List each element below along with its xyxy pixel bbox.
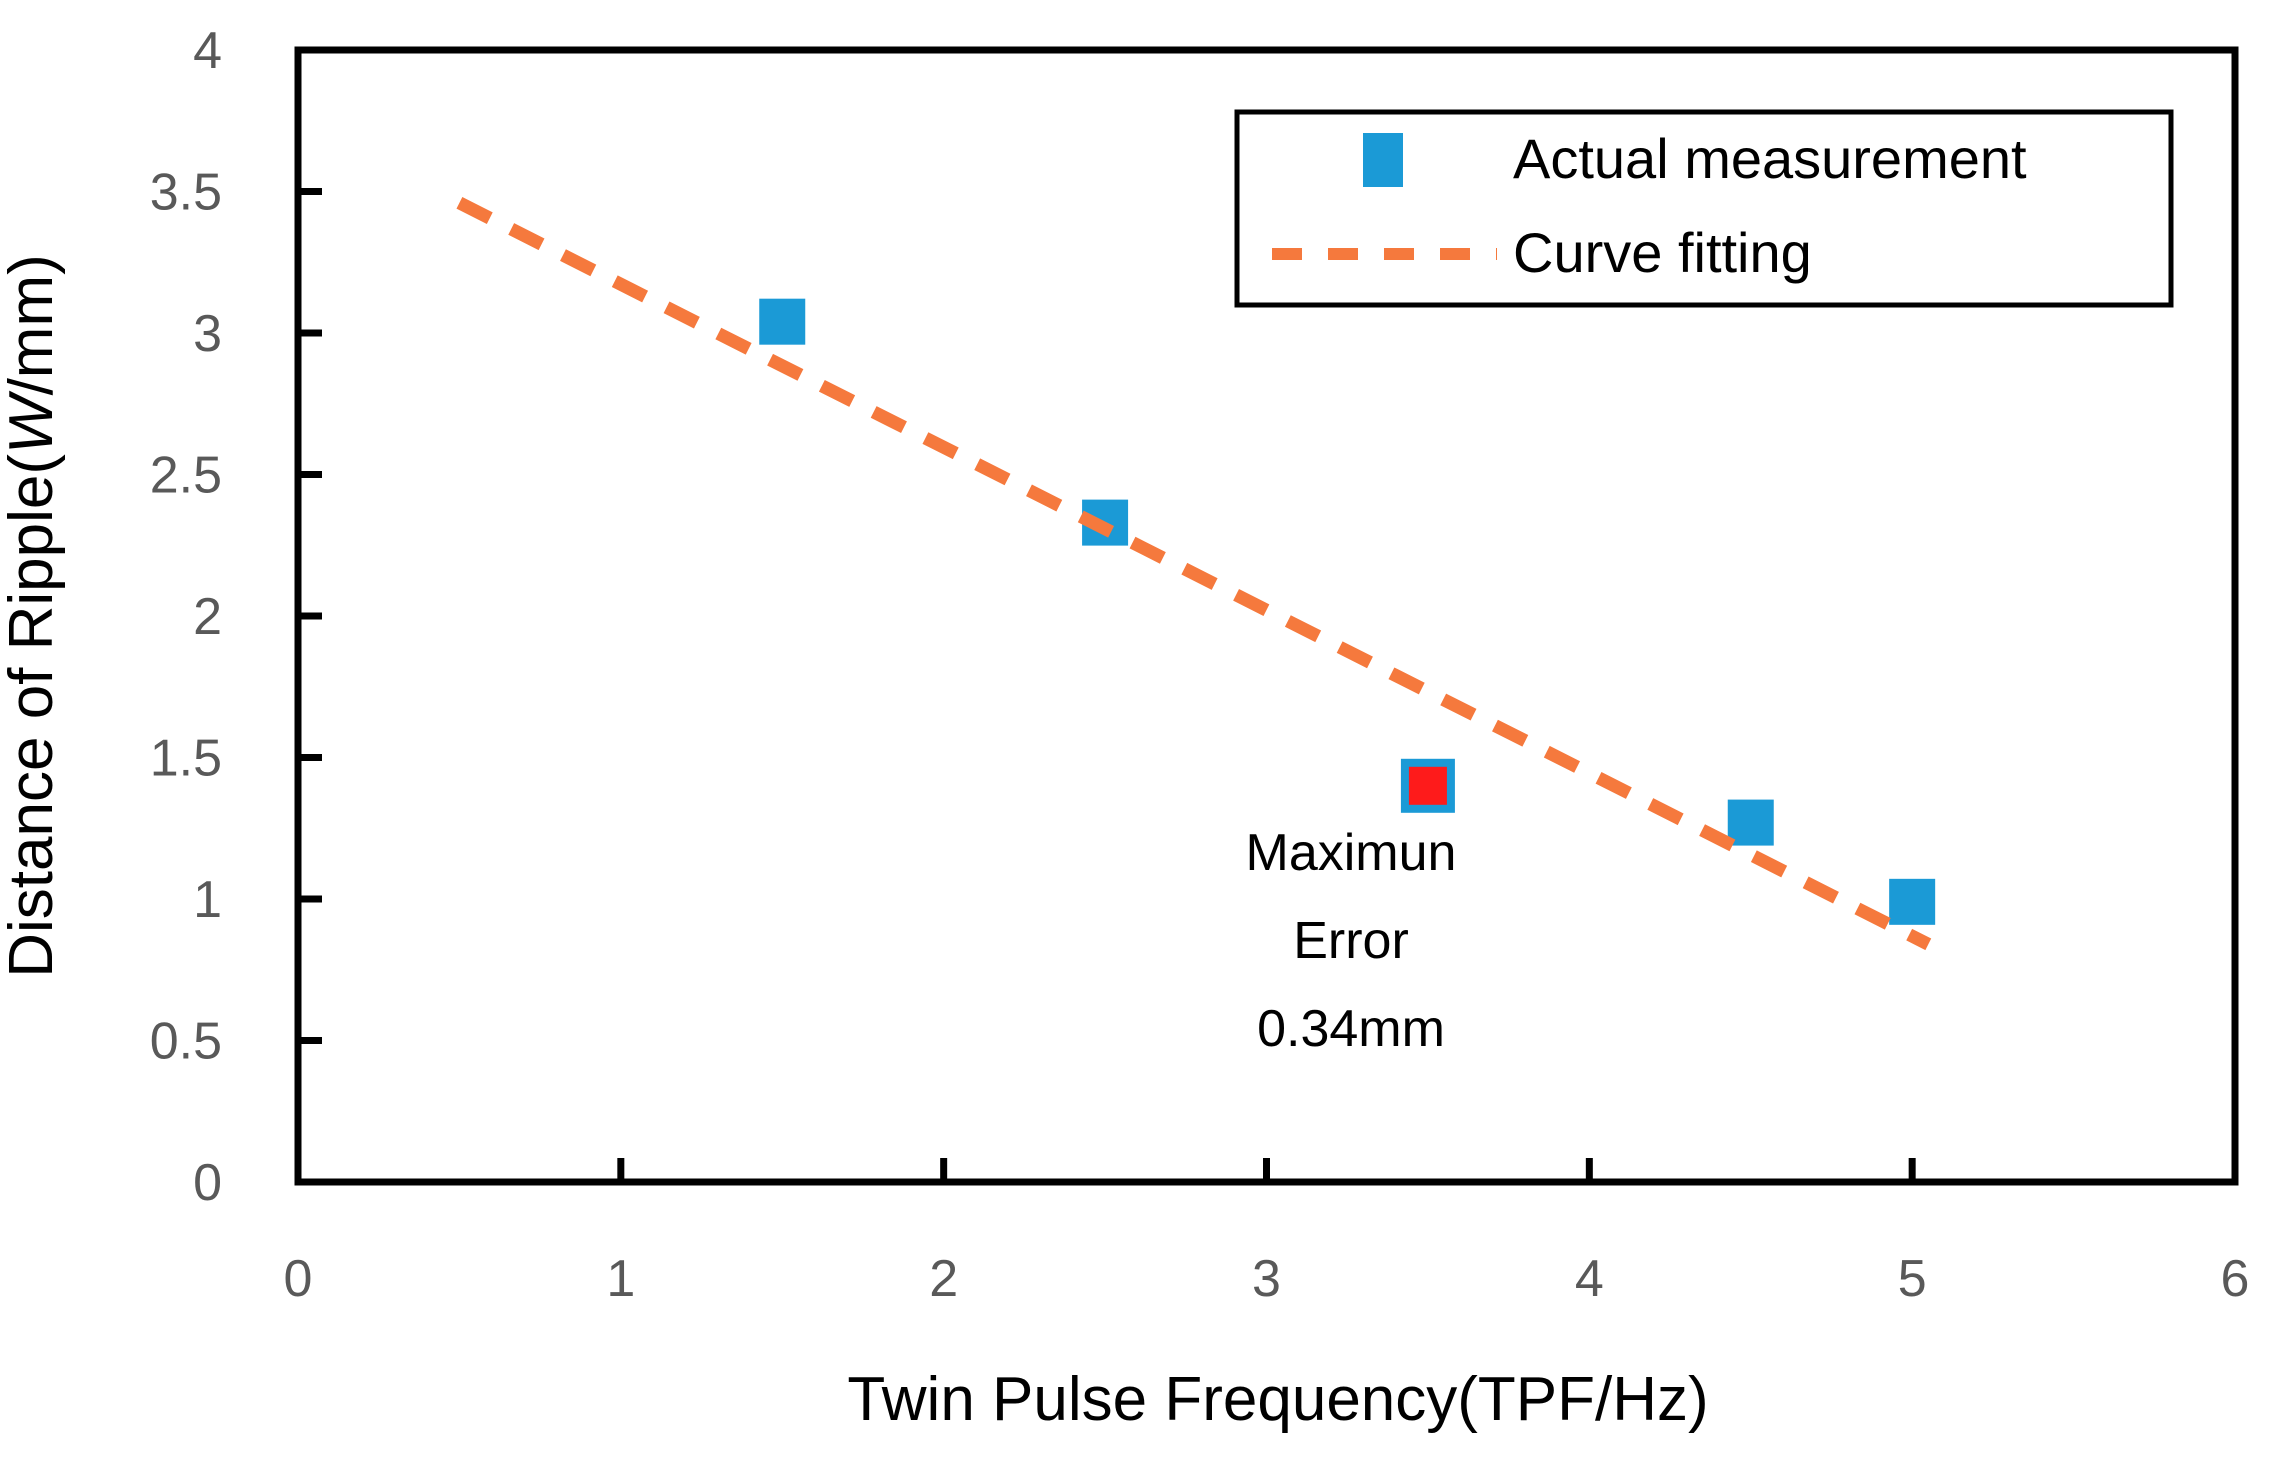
x-tick-label: 2	[929, 1250, 958, 1308]
x-tick-label: 0	[284, 1250, 313, 1308]
x-tick-label: 5	[1898, 1250, 1927, 1308]
legend: Actual measurement Curve fitting	[1234, 109, 2174, 308]
legend-marker-square-icon	[1363, 133, 1403, 187]
x-tick-label: 6	[2221, 1250, 2250, 1308]
x-tick-label: 4	[1575, 1250, 1604, 1308]
y-tick-label: 1	[193, 871, 222, 929]
y-tick-label: 3.5	[150, 164, 222, 222]
data-point-square	[759, 298, 806, 345]
annotation-line-2: Error	[1293, 912, 1409, 970]
x-tick-label: 3	[1252, 1250, 1281, 1308]
data-point-square	[1889, 878, 1936, 925]
curve-fitting-line	[456, 197, 1932, 951]
y-tick-label: 2.5	[150, 447, 222, 505]
y-axis-title: Distance of Ripple(W/mm)	[0, 254, 66, 978]
y-axis-title-italic-w: W	[0, 390, 66, 454]
data-series	[456, 197, 1936, 951]
y-tick-label: 1.5	[150, 730, 222, 788]
y-axis-title-prefix: Distance of Ripple(	[0, 454, 66, 978]
max-error-data-point	[1400, 758, 1455, 813]
x-tick-label: 1	[606, 1250, 635, 1308]
max-error-annotation: Maximun Error 0.34mm	[1246, 824, 1457, 1058]
y-tick-label: 4	[193, 22, 222, 80]
data-point-square	[1727, 799, 1774, 846]
y-tick-label: 0.5	[150, 1013, 222, 1071]
x-axis-title: Twin Pulse Frequency(TPF/Hz)	[847, 1365, 1708, 1434]
axis-tick-labels: 0 1 2 3 4 5 6 0 0.5 1 1.5 2 2.5 3 3.5 4	[150, 22, 2250, 1308]
y-tick-label: 3	[193, 305, 222, 363]
annotation-line-1: Maximun	[1246, 824, 1457, 882]
y-tick-label: 0	[193, 1154, 222, 1212]
axis-ticks	[298, 188, 1916, 1182]
y-tick-label: 2	[193, 588, 222, 646]
y-axis-title-suffix: /mm)	[0, 254, 66, 395]
legend-label-actual-measurement: Actual measurement	[1513, 127, 2027, 190]
annotation-line-3: 0.34mm	[1257, 1000, 1445, 1058]
legend-label-curve-fitting: Curve fitting	[1513, 221, 1812, 284]
